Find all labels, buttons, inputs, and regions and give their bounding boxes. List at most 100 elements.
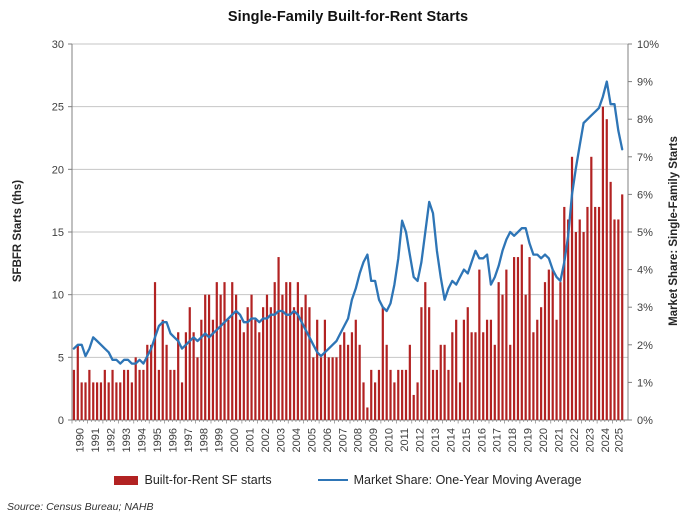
right-tick-label: 4% xyxy=(637,265,653,277)
x-year-label: 2010 xyxy=(384,428,396,452)
bar xyxy=(451,332,454,420)
bar xyxy=(200,319,203,420)
source-note: Source: Census Bureau; NAHB xyxy=(7,501,154,513)
bar xyxy=(103,369,106,420)
bar xyxy=(482,332,485,420)
bar xyxy=(161,319,164,420)
bar xyxy=(574,232,577,420)
bar xyxy=(250,294,253,420)
bar xyxy=(501,294,504,420)
bar xyxy=(123,369,126,420)
bar xyxy=(289,282,292,420)
x-year-label: 2017 xyxy=(492,428,504,452)
bar xyxy=(258,332,261,420)
bar xyxy=(404,369,408,420)
x-year-label: 2016 xyxy=(476,428,488,452)
chart-title: Single-Family Built-for-Rent Starts xyxy=(227,9,469,25)
bar xyxy=(99,382,103,420)
bar xyxy=(621,194,624,420)
bar xyxy=(578,219,581,420)
bar xyxy=(265,294,269,420)
x-year-label: 2021 xyxy=(554,428,566,452)
bar xyxy=(617,219,620,420)
bar xyxy=(594,206,597,420)
legend-item-line: Market Share: One-Year Moving Average xyxy=(317,473,582,487)
bar xyxy=(231,282,234,420)
market-share-line xyxy=(72,80,624,365)
bar xyxy=(130,382,133,420)
bar xyxy=(165,344,168,420)
bar xyxy=(312,357,315,420)
x-year-label: 1994 xyxy=(137,428,149,452)
bar xyxy=(524,294,527,420)
bar xyxy=(262,307,265,420)
right-tick-label: 1% xyxy=(637,377,653,389)
bar xyxy=(173,369,176,420)
bar xyxy=(590,156,593,421)
bar xyxy=(377,369,381,420)
bar xyxy=(540,307,543,420)
bar xyxy=(234,294,238,420)
bar xyxy=(196,357,199,420)
left-tick-label: 20 xyxy=(52,164,64,176)
bar xyxy=(207,294,211,420)
bar xyxy=(84,382,87,420)
bar xyxy=(559,282,562,420)
bar xyxy=(474,332,477,420)
bar xyxy=(582,232,585,420)
bar xyxy=(497,282,500,420)
bar xyxy=(153,282,157,420)
bar xyxy=(107,382,110,420)
x-year-label: 2001 xyxy=(245,428,257,452)
x-year-label: 1992 xyxy=(106,428,118,452)
bar xyxy=(520,244,523,420)
bar xyxy=(431,369,435,420)
bar xyxy=(555,319,558,420)
bar xyxy=(138,369,141,420)
x-year-label: 1993 xyxy=(121,428,133,452)
x-year-label: 2008 xyxy=(353,428,365,452)
bar xyxy=(269,307,272,420)
bar xyxy=(489,319,493,420)
bar xyxy=(528,257,531,420)
bar xyxy=(238,319,242,420)
bar xyxy=(246,307,249,420)
bar xyxy=(308,307,311,420)
bar xyxy=(343,332,346,420)
bar-series-swatch-icon xyxy=(114,475,139,485)
bar xyxy=(215,282,218,420)
bar xyxy=(408,344,411,420)
right-tick-label: 3% xyxy=(637,302,653,314)
legend-label-bars: Built-for-Rent SF starts xyxy=(144,473,272,487)
bar xyxy=(119,382,122,420)
x-year-label: 1995 xyxy=(152,428,164,452)
bar xyxy=(373,382,377,420)
bar xyxy=(331,357,334,420)
left-tick-label: 10 xyxy=(52,290,64,302)
left-tick-label: 30 xyxy=(52,39,64,51)
bar xyxy=(509,344,512,420)
bar xyxy=(416,382,419,420)
bar xyxy=(505,269,508,420)
bar xyxy=(76,344,79,420)
bar xyxy=(586,206,589,420)
right-tick-label: 0% xyxy=(637,415,653,427)
left-tick-label: 15 xyxy=(52,227,64,239)
bar xyxy=(466,307,469,420)
left-tick-label: 5 xyxy=(58,352,64,364)
bar xyxy=(285,282,288,420)
bar xyxy=(223,282,226,420)
right-tick-label: 10% xyxy=(637,39,659,51)
bar xyxy=(493,344,496,420)
bar xyxy=(327,357,330,420)
bar xyxy=(567,219,570,420)
right-tick-label: 7% xyxy=(637,152,653,164)
bar xyxy=(204,294,207,420)
bar xyxy=(428,307,431,420)
bar xyxy=(273,282,276,420)
legend-item-bars: Built-for-Rent SF starts xyxy=(114,473,272,487)
bar xyxy=(177,332,180,420)
bar xyxy=(570,156,574,421)
legend-label-line: Market Share: One-Year Moving Average xyxy=(353,473,582,487)
